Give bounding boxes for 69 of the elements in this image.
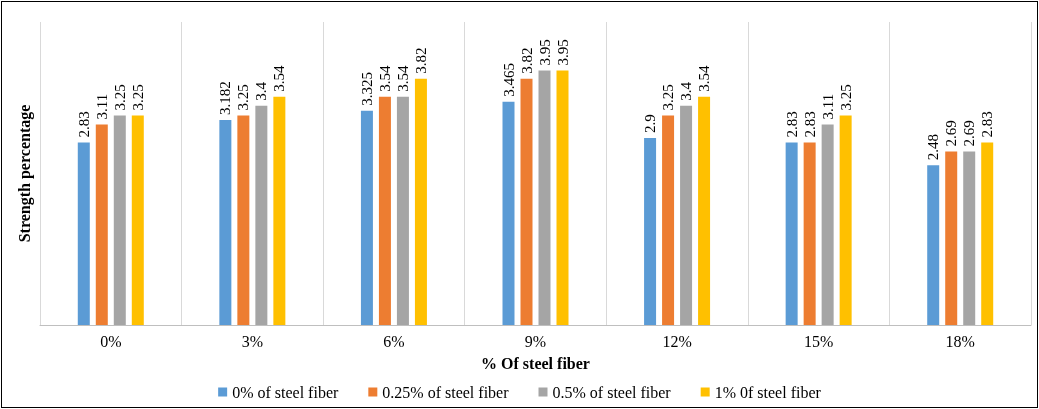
bar — [396, 96, 409, 325]
data-label: 3.11 — [819, 93, 836, 120]
bar — [821, 124, 834, 325]
bar — [273, 96, 286, 325]
x-tick-label: 9% — [524, 332, 547, 350]
bar — [255, 105, 268, 325]
x-axis-title: % Of steel fiber — [481, 354, 590, 372]
bar — [414, 78, 427, 325]
data-label: 3.82 — [518, 47, 535, 74]
bar — [680, 105, 693, 325]
bar — [113, 115, 126, 325]
bar — [839, 115, 852, 325]
bar — [538, 70, 551, 325]
bar — [360, 110, 373, 325]
bar — [237, 115, 250, 325]
data-label: 2.9 — [642, 114, 659, 134]
data-label: 3.25 — [129, 84, 146, 111]
x-tick-label: 15% — [803, 332, 834, 350]
data-label: 3.25 — [111, 84, 128, 111]
bar — [131, 115, 144, 325]
x-tick-label: 18% — [945, 332, 975, 350]
legend-label: 0.25% of steel fiber — [382, 383, 510, 401]
data-label: 3.4 — [678, 81, 695, 101]
legend-label: 0.5% of steel fiber — [552, 383, 672, 401]
bar — [981, 142, 994, 325]
data-label: 2.69 — [961, 120, 978, 147]
data-label: 3.82 — [412, 47, 429, 74]
data-label: 3.95 — [554, 39, 571, 66]
data-label: 3.25 — [837, 84, 854, 111]
bar — [945, 151, 958, 325]
data-label: 2.69 — [943, 120, 960, 147]
bar — [77, 142, 90, 325]
x-tick-label: 6% — [383, 332, 405, 350]
bar — [963, 151, 976, 325]
x-tick-label: 12% — [662, 332, 692, 350]
legend-label: 1% 0f steel fiber — [714, 383, 822, 401]
data-label: 3.182 — [217, 81, 234, 115]
data-label: 3.54 — [271, 65, 288, 92]
data-label: 3.54 — [394, 65, 411, 92]
data-label: 2.83 — [75, 111, 92, 138]
bar — [698, 96, 711, 325]
data-label: 3.25 — [660, 84, 677, 111]
bar — [95, 124, 108, 325]
bar — [662, 115, 675, 325]
data-label: 3.54 — [376, 65, 393, 92]
bar — [644, 138, 657, 325]
bar — [520, 78, 533, 325]
x-tick-label: 0% — [100, 332, 122, 350]
data-label: 3.11 — [93, 93, 110, 120]
bar — [927, 165, 940, 325]
bar — [378, 96, 391, 325]
data-label: 3.325 — [358, 71, 375, 106]
data-label: 2.48 — [925, 133, 942, 161]
data-label: 3.25 — [235, 84, 252, 111]
y-axis-title: Strength percentage — [15, 104, 34, 243]
bar — [219, 119, 232, 325]
bar — [502, 101, 515, 325]
data-label: 2.83 — [783, 111, 800, 138]
bar — [556, 70, 569, 325]
data-label: 3.465 — [500, 62, 517, 97]
data-label: 3.95 — [536, 39, 553, 66]
x-tick-label: 3% — [241, 332, 264, 350]
legend-label: 0% of steel fiber — [232, 383, 339, 401]
data-label: 3.4 — [253, 81, 270, 101]
bar — [785, 142, 798, 325]
data-label: 2.83 — [979, 111, 996, 138]
bar — [803, 142, 816, 325]
data-label: 2.83 — [801, 111, 818, 138]
data-label: 3.54 — [696, 65, 713, 92]
